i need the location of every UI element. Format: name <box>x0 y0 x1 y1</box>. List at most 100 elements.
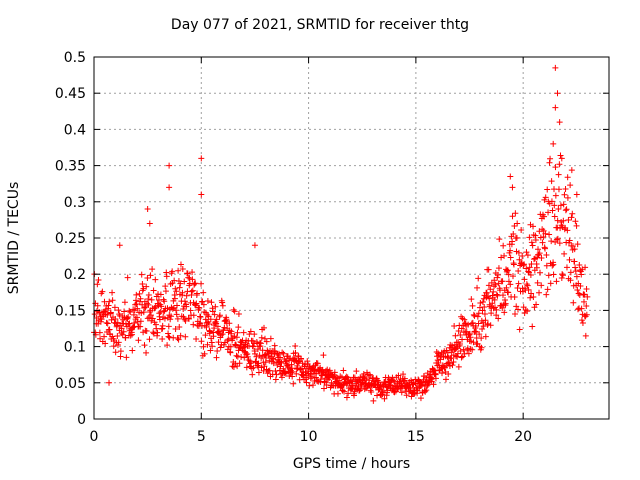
data-point <box>234 329 241 336</box>
data-point <box>271 342 278 349</box>
data-point <box>432 375 439 382</box>
data-point <box>555 186 562 193</box>
data-point <box>238 354 245 361</box>
data-point <box>559 271 566 278</box>
grid <box>94 57 609 419</box>
data-point <box>139 301 146 308</box>
data-point <box>539 239 546 246</box>
data-point <box>368 389 375 396</box>
data-point <box>464 345 471 352</box>
data-point <box>200 289 207 296</box>
data-point <box>542 194 549 201</box>
data-point <box>145 301 152 308</box>
data-point <box>560 217 567 224</box>
data-point <box>274 362 281 369</box>
data-point <box>129 331 136 338</box>
data-point <box>462 329 469 336</box>
data-point <box>468 296 475 303</box>
data-point <box>514 306 521 313</box>
data-point <box>334 390 341 397</box>
data-point <box>532 236 539 243</box>
data-point <box>515 280 522 287</box>
data-point <box>482 333 489 340</box>
data-point <box>320 385 327 392</box>
data-point <box>502 300 509 307</box>
data-point <box>215 339 222 346</box>
data-point <box>225 336 232 343</box>
data-point <box>235 311 242 318</box>
data-point <box>149 266 156 273</box>
data-point <box>510 261 517 268</box>
data-point <box>102 340 109 347</box>
data-point <box>208 299 215 306</box>
data-point <box>147 272 154 279</box>
data-point <box>144 206 151 213</box>
data-point <box>509 213 516 220</box>
data-point <box>125 314 132 321</box>
y-tick-label: 0.3 <box>64 195 86 211</box>
data-point <box>557 152 564 159</box>
data-point <box>322 367 329 374</box>
data-point <box>266 357 273 364</box>
data-point <box>562 207 569 214</box>
data-point <box>515 267 522 274</box>
data-point <box>547 155 554 162</box>
data-point <box>257 343 264 350</box>
data-point <box>510 230 517 237</box>
data-point <box>509 238 516 245</box>
data-point <box>273 350 280 357</box>
data-point <box>540 234 547 241</box>
data-point <box>152 303 159 310</box>
data-point <box>112 349 119 356</box>
data-point <box>534 279 541 286</box>
data-point <box>552 164 559 171</box>
data-point <box>418 381 425 388</box>
data-point <box>478 335 485 342</box>
data-point <box>525 268 532 275</box>
data-point <box>115 307 122 314</box>
x-tick-label: 15 <box>407 429 425 445</box>
data-point <box>442 376 449 383</box>
data-point <box>249 342 256 349</box>
data-point <box>211 311 218 318</box>
data-point <box>457 332 464 339</box>
data-point <box>444 349 451 356</box>
data-point <box>457 348 464 355</box>
data-point <box>186 275 193 282</box>
data-point <box>188 288 195 295</box>
data-point <box>320 352 327 359</box>
data-point <box>487 286 494 293</box>
data-point <box>562 185 569 192</box>
data-point <box>156 316 163 323</box>
data-point <box>530 294 537 301</box>
data-point <box>134 305 141 312</box>
data-point <box>177 261 184 268</box>
data-point <box>538 282 545 289</box>
y-tick-label: 0 <box>77 412 86 428</box>
data-point <box>391 389 398 396</box>
data-point <box>448 355 455 362</box>
data-point <box>253 353 260 360</box>
data-point <box>205 320 212 327</box>
data-point <box>518 227 525 234</box>
data-point <box>185 274 192 281</box>
y-tick-label: 0.35 <box>55 159 86 175</box>
data-point <box>514 220 521 227</box>
data-point <box>249 371 256 378</box>
data-point <box>180 306 187 313</box>
data-point <box>173 307 180 314</box>
data-point <box>163 273 170 280</box>
data-point <box>228 328 235 335</box>
data-point <box>567 277 574 284</box>
data-point <box>574 287 581 294</box>
data-point <box>150 287 157 294</box>
data-point <box>554 90 561 97</box>
data-point <box>529 323 536 330</box>
data-point <box>136 290 143 297</box>
data-point <box>280 365 287 372</box>
data-point <box>133 314 140 321</box>
data-point <box>319 372 326 379</box>
data-point <box>553 278 560 285</box>
data-point <box>120 328 127 335</box>
data-point <box>469 302 476 309</box>
